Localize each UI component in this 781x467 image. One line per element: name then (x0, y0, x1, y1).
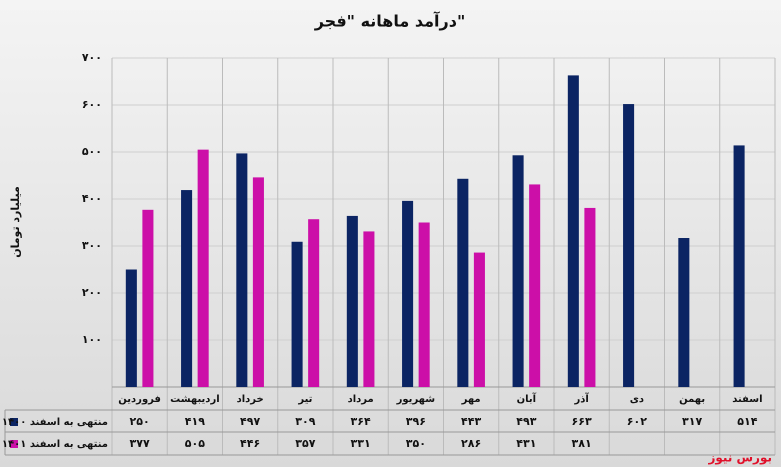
chart-title: درآمد ماهانه "فجر" (314, 11, 466, 31)
x-tick-label: شهریور (396, 394, 436, 405)
x-tick-label: اسفند (732, 394, 762, 405)
bar (623, 104, 635, 387)
bar (402, 200, 414, 387)
x-tick-label: خرداد (237, 394, 264, 405)
source: بورس نیوز (707, 451, 772, 466)
bar (529, 184, 541, 387)
legend-label: منتهی به اسفند ۱۴۰۰ (2, 417, 108, 428)
table-value: ۳۸۱ (572, 437, 592, 450)
x-tick-label: آذر (573, 392, 589, 405)
bar (678, 238, 690, 387)
table-value: ۳۰۹ (295, 415, 315, 428)
y-tick-label: ۶۰۰ (82, 98, 102, 111)
y-tick-label: ۳۰۰ (82, 239, 102, 252)
table-value: ۴۴۶ (240, 437, 260, 450)
table-value: ۵۰۵ (185, 437, 205, 450)
x-tick-label: فروردین (118, 394, 161, 405)
bar (181, 190, 193, 387)
legend-swatch (10, 418, 18, 426)
y-tick-label: ۲۰۰ (82, 286, 102, 299)
y-axis-label: میلیارد تومان (9, 186, 22, 258)
table-value: ۵۱۴ (737, 415, 757, 428)
legend-label: منتهی به اسفند ۱۴۰۱ (2, 439, 108, 450)
table-value: ۳۵۰ (406, 437, 426, 450)
table-value: ۳۱۷ (682, 415, 702, 428)
x-tick-label: مرداد (348, 394, 374, 405)
legend-swatch (10, 440, 18, 448)
table-value: ۴۳۱ (516, 437, 536, 450)
bar (584, 207, 596, 387)
table-value: ۶۰۲ (627, 415, 647, 428)
table-value: ۴۹۷ (240, 415, 260, 428)
bar (418, 222, 430, 387)
x-tick-label: تیر (297, 394, 312, 405)
bar (197, 149, 209, 387)
bar (457, 178, 469, 387)
bar (308, 219, 320, 387)
bar (291, 241, 303, 387)
table-value: ۳۹۶ (406, 415, 426, 428)
bar (252, 177, 264, 387)
x-tick-label: دی (630, 394, 644, 405)
bar (142, 209, 154, 387)
bar (512, 155, 524, 387)
bar (363, 231, 375, 387)
table-value: ۳۶۴ (351, 415, 371, 428)
bar (125, 269, 137, 387)
bar (567, 75, 579, 387)
y-tick-label: ۴۰۰ (82, 192, 102, 205)
bar (346, 215, 358, 387)
table-value: ۲۵۰ (130, 415, 150, 428)
x-tick-label: آبان (517, 392, 537, 405)
table-value: ۶۶۳ (572, 415, 592, 428)
table-value: ۴۱۹ (185, 415, 205, 428)
table-value: ۴۴۳ (461, 415, 481, 428)
bar (473, 252, 485, 387)
table-value: ۳۷۷ (130, 437, 150, 450)
y-tick-label: ۱۰۰ (82, 333, 102, 346)
table-value: ۴۹۳ (516, 415, 536, 428)
x-tick-label: مهر (461, 394, 481, 405)
table-value: ۳۳۱ (351, 437, 371, 450)
x-tick-label: بهمن (679, 394, 705, 405)
y-tick-label: ۷۰۰ (82, 51, 102, 64)
y-tick-label: ۵۰۰ (82, 145, 102, 158)
table-value: ۳۵۷ (295, 437, 315, 450)
table-value: ۲۸۶ (461, 437, 481, 450)
bar (236, 153, 248, 387)
x-tick-label: اردیبهشت (170, 394, 220, 405)
bar (733, 145, 745, 387)
